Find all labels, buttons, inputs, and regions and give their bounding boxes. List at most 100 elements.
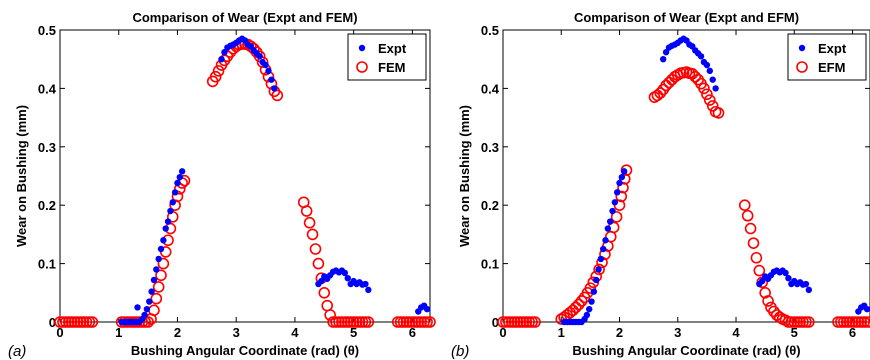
chart-0-expt-point	[153, 266, 160, 273]
chart-1-efm-point	[698, 82, 710, 95]
chart-1-expt-point	[588, 298, 595, 305]
chart-1-efm-point	[529, 316, 541, 328]
chart-1-efm-point	[701, 88, 713, 101]
chart-0-expt-point	[157, 245, 165, 253]
chart-0-expt-point	[141, 311, 148, 319]
chart-1-legend-label: Expt	[818, 41, 847, 56]
chart-1-efm-point	[750, 251, 763, 264]
chart-0-legend-label: Expt	[378, 41, 407, 56]
chart-0-legend-label: FEM	[378, 60, 405, 75]
chart-0-ytick-label: 0.2	[38, 198, 56, 213]
chart-1-expt-point	[697, 53, 705, 60]
chart-1-efm-point	[615, 190, 628, 203]
chart-1-expt-point	[712, 85, 719, 92]
chart-1-y-axis-label: Wear on Bushing (mm)	[457, 105, 472, 247]
chart-1-efm-point	[572, 298, 585, 311]
chart-0-xtick-label: 1	[115, 325, 122, 340]
chart-1-xtick-label: 1	[558, 325, 565, 340]
chart-0-expt-point	[365, 286, 372, 294]
chart-1-plot-frame	[502, 29, 870, 323]
chart-1-expt-point	[597, 255, 605, 263]
chart-1-expt-point	[659, 56, 667, 63]
chart-0-x-axis-label: Bushing Angular Coordinate (rad) (θ)	[131, 343, 359, 358]
chart-0-fem-point	[318, 286, 331, 299]
chart-1-efm-point	[617, 181, 629, 194]
chart-0-fem-point	[212, 65, 225, 77]
chart-1-efm-point	[744, 222, 757, 235]
chart-0-xtick-label: 5	[350, 325, 357, 340]
chart-0-fem-point	[148, 304, 160, 317]
chart-0-expt-point	[362, 280, 369, 288]
chart-1-efm-point	[747, 237, 760, 249]
chart-1: Comparison of Wear (Expt and EFM) 0 0.1 0.2…	[451, 10, 870, 360]
chart-1-expt-point	[611, 199, 619, 206]
chart-1-expt-point	[618, 173, 626, 181]
chart-1-efm-point	[762, 295, 774, 307]
chart-0-series-fem	[54, 38, 436, 328]
chart-0-series-expt	[118, 35, 431, 326]
chart-1-ytick-label: 0.5	[481, 23, 499, 38]
chart-0-fem-point	[300, 205, 313, 217]
chart-0-fem-point	[424, 316, 436, 328]
chart-1-legend-label: EFM	[818, 60, 845, 75]
chart-0-expt-point	[148, 288, 155, 295]
chart-0-panel-label: (a)	[8, 343, 26, 360]
chart-0-fem-point	[86, 316, 99, 328]
chart-0-expt-point	[174, 179, 181, 187]
chart-0-expt-point	[176, 173, 184, 181]
chart-0-fem-point	[157, 257, 170, 270]
chart-1-expt-point	[613, 189, 621, 196]
chart-0-expt-point	[150, 276, 158, 284]
chart-0-expt-point	[134, 304, 141, 311]
chart-0-expt-point	[221, 48, 228, 56]
chart-1-series-efm	[497, 66, 870, 328]
chart-1-legend-marker	[796, 61, 808, 73]
chart-1-efm-point	[803, 316, 815, 328]
chart-0-xtick-label: 0	[56, 325, 63, 340]
chart-1-xtick-label: 3	[674, 325, 681, 340]
chart-0-fem-point	[155, 269, 167, 282]
chart-1-efm-point	[660, 79, 672, 92]
chart-1-efm-point	[768, 305, 780, 318]
chart-1-efm-point	[567, 304, 579, 317]
chart-1-expt-point	[595, 266, 602, 273]
chart-0-expt-point	[268, 76, 275, 83]
chart-0-ytick-label: 0.4	[38, 81, 57, 96]
chart-1-expt-point	[609, 207, 616, 215]
chart-0-expt-point	[344, 275, 351, 282]
chart-1-x-axis-label: Bushing Angular Coordinate (rad) (θ)	[572, 343, 800, 358]
chart-1-ytick-label: 0.4	[481, 81, 500, 96]
chart-0-expt-point	[155, 255, 162, 263]
chart-0-expt-point	[262, 61, 269, 69]
chart-1-expt-point	[604, 225, 612, 232]
chart-0-fem-point	[271, 89, 284, 102]
chart-1-xtick-label: 6	[849, 325, 856, 340]
chart-1-efm-point	[663, 76, 675, 89]
chart-0-y-axis-label: Wear on Bushing (mm)	[14, 105, 29, 247]
chart-1-efm-point	[610, 211, 623, 223]
chart-1-expt-point	[616, 179, 623, 187]
chart-0-fem-point	[150, 292, 163, 305]
chart-0-ytick-label: 0.5	[38, 23, 56, 38]
chart-1-expt-point	[606, 218, 614, 225]
chart-0-expt-point	[341, 269, 349, 277]
chart-1-expt-point	[590, 288, 598, 295]
chart-1-efm-point	[575, 295, 588, 307]
chart-0-expt-point	[164, 218, 172, 225]
chart-1-expt-point	[583, 311, 591, 319]
chart-1-panel-label: (b)	[451, 343, 469, 360]
chart-0-fem-point	[306, 228, 319, 241]
chart-1-ytick-label: 0.3	[481, 140, 499, 155]
chart-1-expt-point	[709, 76, 716, 83]
chart-1-legend: Expt EFM	[787, 33, 867, 81]
chart-0: Comparison of Wear (Expt and FEM) 0 0.1 0.2…	[8, 10, 436, 360]
chart-1-efm-point	[704, 94, 716, 106]
chart-0-expt-point	[167, 207, 174, 215]
chart-0-expt-point	[423, 305, 431, 313]
chart-0-xtick-label: 2	[174, 325, 181, 340]
chart-1-efm-point	[712, 107, 725, 119]
chart-1-ytick-label: 0	[492, 315, 499, 330]
chart-1-expt-point	[805, 286, 813, 294]
chart-1-expt-point	[802, 280, 810, 288]
